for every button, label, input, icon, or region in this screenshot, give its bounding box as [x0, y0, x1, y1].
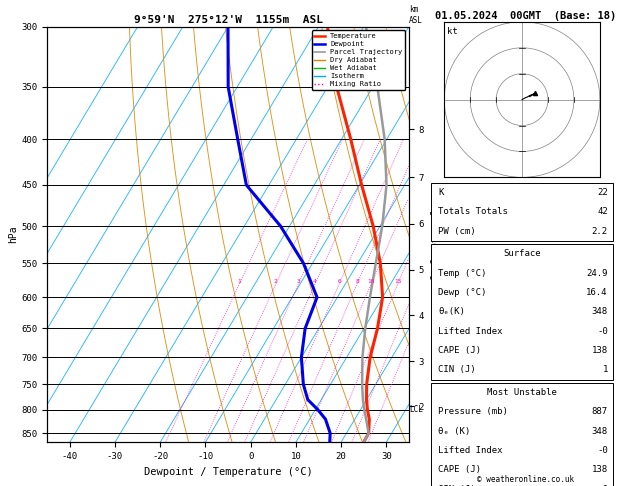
Text: CAPE (J): CAPE (J) [438, 346, 481, 355]
X-axis label: Dewpoint / Temperature (°C): Dewpoint / Temperature (°C) [143, 467, 313, 477]
Text: 138: 138 [592, 346, 608, 355]
Text: CAPE (J): CAPE (J) [438, 466, 481, 474]
Text: CIN (J): CIN (J) [438, 365, 476, 374]
Text: © weatheronline.co.uk: © weatheronline.co.uk [477, 474, 574, 484]
Text: 348: 348 [592, 308, 608, 316]
Text: 1: 1 [238, 279, 242, 284]
Text: θₑ(K): θₑ(K) [438, 308, 465, 316]
Text: Dewp (°C): Dewp (°C) [438, 288, 487, 297]
Text: kt: kt [447, 27, 458, 35]
Text: 01.05.2024  00GMT  (Base: 18): 01.05.2024 00GMT (Base: 18) [435, 11, 616, 21]
Text: LCL: LCL [409, 405, 423, 414]
Text: Pressure (mb): Pressure (mb) [438, 407, 508, 417]
Text: 15: 15 [394, 279, 401, 284]
Text: -0: -0 [597, 446, 608, 455]
Y-axis label: hPa: hPa [9, 226, 18, 243]
Text: 348: 348 [592, 427, 608, 436]
Bar [431, 383, 613, 486]
Text: 6: 6 [337, 279, 341, 284]
Text: PW (cm): PW (cm) [438, 226, 476, 236]
Text: Lifted Index: Lifted Index [438, 446, 503, 455]
Text: Totals Totals: Totals Totals [438, 208, 508, 216]
Text: 887: 887 [592, 407, 608, 417]
Text: Surface: Surface [503, 249, 541, 259]
Text: 1: 1 [603, 365, 608, 374]
Text: 22: 22 [597, 188, 608, 197]
Text: 3: 3 [296, 279, 300, 284]
Legend: Temperature, Dewpoint, Parcel Trajectory, Dry Adiabat, Wet Adiabat, Isotherm, Mi: Temperature, Dewpoint, Parcel Trajectory… [311, 30, 405, 90]
Bar [431, 244, 613, 380]
Text: 4: 4 [313, 279, 317, 284]
Text: Temp (°C): Temp (°C) [438, 269, 487, 278]
Y-axis label: Mixing Ratio (g/kg): Mixing Ratio (g/kg) [429, 183, 438, 286]
Text: 10: 10 [367, 279, 375, 284]
Text: 16.4: 16.4 [586, 288, 608, 297]
Text: CIN (J): CIN (J) [438, 485, 476, 486]
Text: 24.9: 24.9 [586, 269, 608, 278]
Text: km
ASL: km ASL [409, 5, 423, 25]
Bar [431, 183, 613, 241]
Text: 138: 138 [592, 466, 608, 474]
Text: Most Unstable: Most Unstable [487, 388, 557, 397]
Text: Lifted Index: Lifted Index [438, 327, 503, 336]
Text: 2.2: 2.2 [592, 226, 608, 236]
Text: θₑ (K): θₑ (K) [438, 427, 470, 436]
Text: 42: 42 [597, 208, 608, 216]
Text: K: K [438, 188, 443, 197]
Title: 9°59'N  275°12'W  1155m  ASL: 9°59'N 275°12'W 1155m ASL [133, 15, 323, 25]
Text: 2: 2 [274, 279, 278, 284]
Text: 1: 1 [603, 485, 608, 486]
Text: -0: -0 [597, 327, 608, 336]
Text: 8: 8 [355, 279, 359, 284]
